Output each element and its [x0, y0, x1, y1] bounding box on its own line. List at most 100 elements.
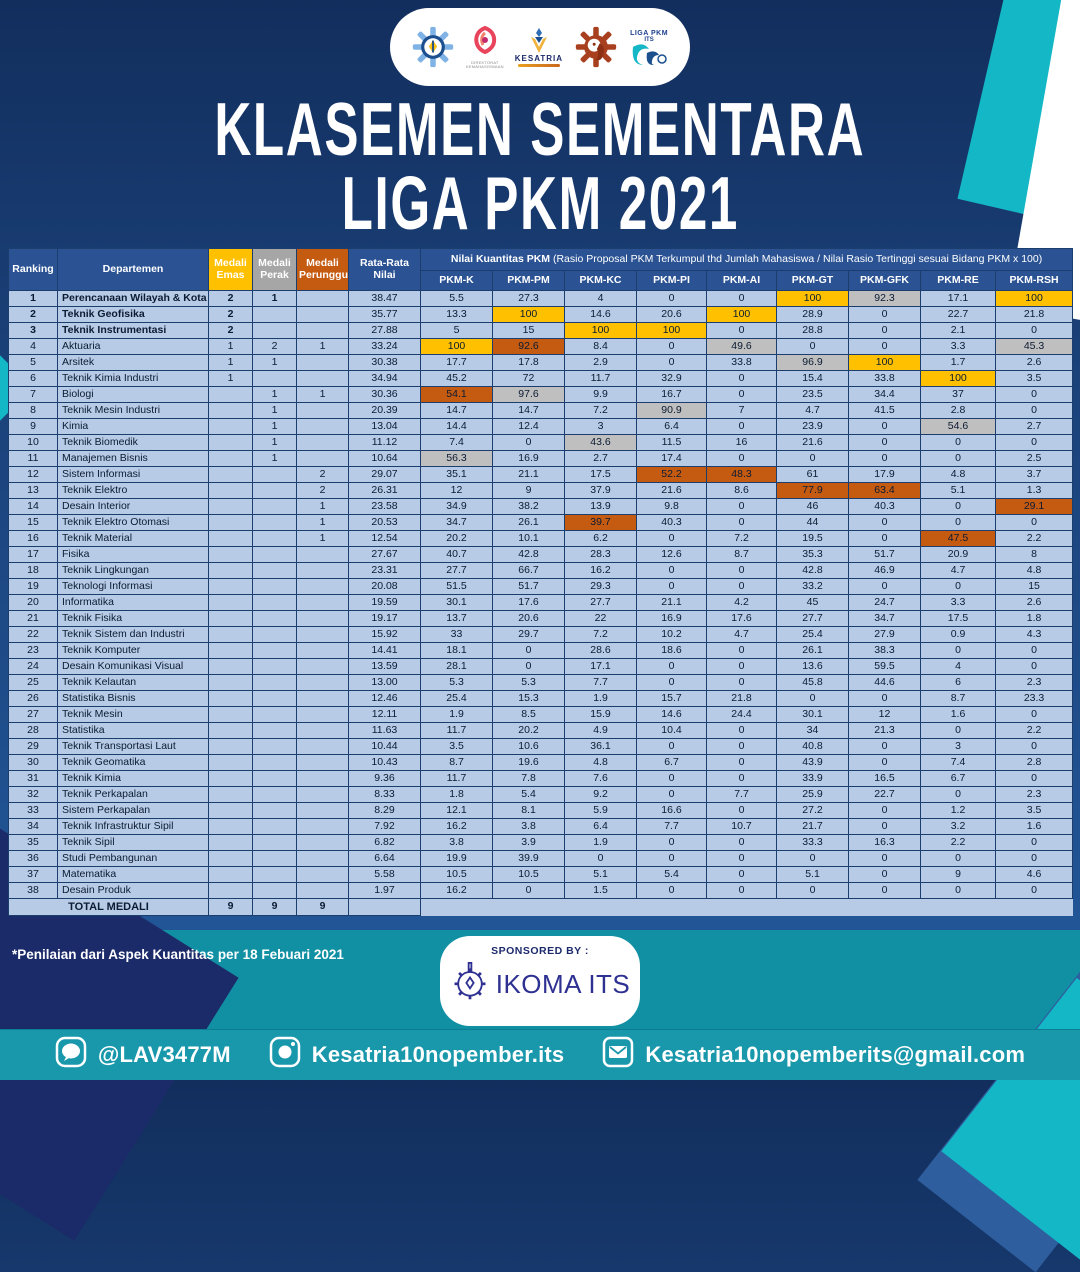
pkm-score-cell: 12.1	[420, 802, 493, 819]
pkm-score-cell: 4.8	[564, 754, 637, 771]
pkm-score-cell: 8.7	[920, 690, 996, 707]
rank-cell: 30	[8, 754, 58, 771]
rank-cell: 20	[8, 594, 58, 611]
silver-medal-cell	[252, 818, 297, 835]
pkm-score-cell: 4.7	[920, 562, 996, 579]
pkm-score-cell: 0	[994, 434, 1074, 451]
table-row: 6 Teknik Kimia Industri 1 34.94 45.2 72 11.7 32…	[8, 370, 1074, 387]
pkm-score-cell: 2.5	[994, 450, 1074, 467]
pkm-score-cell: 46	[776, 498, 849, 515]
pkm-score-cell: 0	[994, 642, 1074, 659]
pkm-score-cell: 16.7	[636, 386, 707, 403]
rank-cell: 15	[8, 514, 58, 531]
table-row: 32 Teknik Perkapalan 8.33 1.8 5.4 9.2 0 7.7 25.9…	[8, 786, 1074, 803]
pkm-score-cell: 45.8	[776, 674, 849, 691]
pkm-score-cell: 40.3	[848, 498, 921, 515]
pkm-score-cell: 30.1	[420, 594, 493, 611]
pkm-score-cell: 12	[420, 482, 493, 499]
pkm-score-cell: 22.7	[848, 786, 921, 803]
department-cell: Teknik Lingkungan	[57, 562, 209, 579]
silver-medal-cell	[252, 658, 297, 675]
pkm-score-cell: 15.4	[776, 370, 849, 387]
pkm-score-cell: 13.7	[420, 610, 493, 627]
pkm-score-cell: 5.4	[636, 866, 707, 883]
gold-medal-cell	[208, 834, 253, 851]
gold-medal-cell	[208, 850, 253, 867]
gold-medal-cell	[208, 866, 253, 883]
bronze-medal-cell	[296, 626, 349, 643]
pkm-score-cell: 24.7	[848, 594, 921, 611]
average-score-cell: 7.92	[348, 818, 421, 835]
pkm-score-cell: 8	[994, 546, 1074, 563]
department-cell: Perencanaan Wilayah & Kota	[57, 290, 209, 307]
pkm-score-cell: 0	[848, 754, 921, 771]
pkm-score-cell: 10.5	[492, 866, 565, 883]
average-score-cell: 29.07	[348, 466, 421, 483]
pkm-score-cell: 8.6	[706, 482, 777, 499]
silver-medal-cell	[252, 562, 297, 579]
rank-cell: 32	[8, 786, 58, 803]
table-row: 31 Teknik Kimia 9.36 11.7 7.8 7.6 0 0 33.9 16.5 6.…	[8, 770, 1074, 787]
silver-medal-cell	[252, 642, 297, 659]
bronze-medal-cell	[296, 770, 349, 787]
bronze-medal-cell	[296, 546, 349, 563]
pkm-score-cell: 33.8	[706, 354, 777, 371]
bronze-medal-cell	[296, 610, 349, 627]
col-header-pkm-ai: PKM-AI	[706, 270, 777, 291]
pkm-score-cell: 0	[706, 418, 777, 435]
instagram-handle: Kesatria10nopember.its	[311, 1042, 565, 1067]
col-header-departemen: Departemen	[57, 248, 209, 291]
pkm-score-cell: 16.6	[636, 802, 707, 819]
department-cell: Teknik Mesin Industri	[57, 402, 209, 419]
pkm-score-cell: 26.1	[776, 642, 849, 659]
ditmawa-logo-icon: DIREKTORAT KEMAHASISWAAN	[466, 25, 504, 69]
pkm-score-cell: 33.3	[776, 834, 849, 851]
col-header-pkm-gfk: PKM-GFK	[848, 270, 921, 291]
silver-medal-cell	[252, 594, 297, 611]
elephant-logo-icon	[574, 25, 618, 69]
email-icon	[602, 1036, 634, 1074]
department-cell: Studi Pembangunan	[57, 850, 209, 867]
pkm-score-cell: 17.9	[848, 466, 921, 483]
pkm-score-cell: 15.9	[564, 706, 637, 723]
pkm-score-cell: 0	[706, 754, 777, 771]
gold-medal-cell	[208, 658, 253, 675]
pkm-score-cell: 15.3	[492, 690, 565, 707]
pkm-score-cell: 1.8	[420, 786, 493, 803]
pkm-score-cell: 14.6	[636, 706, 707, 723]
pkm-score-cell: 10.4	[636, 722, 707, 739]
pkm-score-cell: 3	[564, 418, 637, 435]
pkm-score-cell: 35.3	[776, 546, 849, 563]
bronze-medal-cell	[296, 722, 349, 739]
table-row: 36 Studi Pembangunan 6.64 19.9 39.9 0 0 0 0 0 0 0	[8, 850, 1074, 867]
department-cell: Teknik Transportasi Laut	[57, 738, 209, 755]
average-score-cell: 10.44	[348, 738, 421, 755]
gold-medal-cell	[208, 402, 253, 419]
pkm-score-cell: 2.1	[920, 322, 996, 339]
pkm-score-cell: 23.5	[776, 386, 849, 403]
rank-cell: 8	[8, 402, 58, 419]
pkm-score-cell: 0	[920, 498, 996, 515]
total-perunggu: 9	[296, 898, 349, 916]
logo-strip: DIREKTORAT KEMAHASISWAAN KESATRIA LIGA P…	[390, 8, 690, 86]
line-handle: @LAV3477M	[97, 1042, 231, 1067]
pkm-score-cell: 7.7	[706, 786, 777, 803]
bronze-medal-cell	[296, 402, 349, 419]
pkm-score-cell: 43.9	[776, 754, 849, 771]
pkm-score-cell: 0	[920, 850, 996, 867]
pkm-score-cell: 19.5	[776, 530, 849, 547]
pkm-score-cell: 0	[706, 802, 777, 819]
pkm-score-cell: 16.9	[492, 450, 565, 467]
gold-medal-cell	[208, 450, 253, 467]
pkm-score-cell: 37	[920, 386, 996, 403]
gold-medal-cell	[208, 674, 253, 691]
pkm-score-cell: 27.2	[776, 802, 849, 819]
department-cell: Sistem Perkapalan	[57, 802, 209, 819]
pkm-score-cell: 7.4	[420, 434, 493, 451]
pkm-score-cell: 35.1	[420, 466, 493, 483]
department-cell: Teknik Infrastruktur Sipil	[57, 818, 209, 835]
gold-medal-cell: 1	[208, 354, 253, 371]
average-score-cell: 10.43	[348, 754, 421, 771]
table-row: 34 Teknik Infrastruktur Sipil 7.92 16.2 3.8 6…	[8, 818, 1074, 835]
pkm-score-cell: 22.7	[920, 306, 996, 323]
